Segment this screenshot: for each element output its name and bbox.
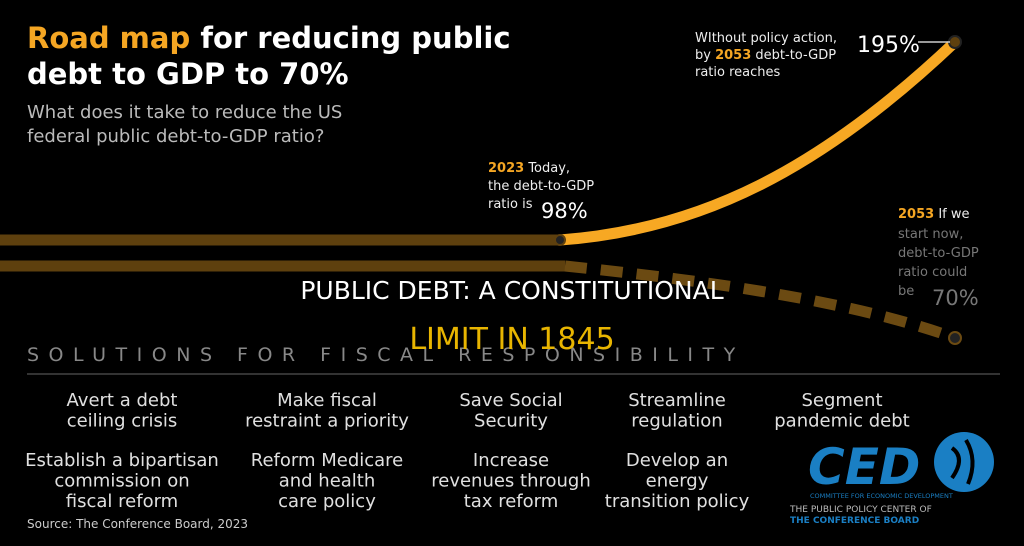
solution-text: Reform Medicare — [251, 450, 404, 471]
solution-text: Save Social — [459, 390, 562, 411]
overlay-title: LIMIT IN 1845 — [409, 322, 614, 357]
title-highlight: Road map — [27, 21, 190, 55]
solution-text: restraint a priority — [245, 411, 409, 432]
target-curve — [564, 260, 957, 344]
solution-text: regulation — [631, 411, 722, 432]
solution-text: Increase — [473, 450, 549, 471]
logo-emblem — [934, 432, 994, 492]
annotation-text: Today, — [527, 161, 570, 176]
solution-text: revenues through — [431, 471, 591, 492]
solution-text: ceiling crisis — [67, 411, 178, 432]
point — [554, 234, 566, 246]
trend-curve — [559, 38, 959, 246]
solution-text: transition policy — [605, 491, 750, 512]
annotation: 2053 If we — [898, 207, 970, 222]
annotation-text: start now, — [898, 227, 963, 242]
solution-text: fiscal reform — [66, 491, 178, 512]
solution-text: Security — [474, 411, 548, 432]
section-title: SOLUTIONS FOR FISCAL RESPONSIBILITY — [27, 344, 745, 366]
annotation-value: 70% — [932, 286, 979, 310]
logo-text: THE CONFERENCE BOARD — [790, 516, 919, 526]
year: 2023 — [488, 161, 524, 176]
solution-text: commission on — [54, 471, 189, 492]
annotation-value: 195% — [857, 33, 920, 58]
logo-name: CED — [808, 438, 920, 496]
overlay-title: PUBLIC DEBT: A CONSTITUTIONAL — [300, 276, 723, 305]
solution-text: pandemic debt — [774, 411, 910, 432]
solution-text: care policy — [278, 491, 376, 512]
annotation-text: debt-to-GDP — [898, 246, 979, 261]
source: Source: The Conference Board, 2023 — [27, 517, 248, 531]
subtitle: What does it take to reduce the US — [27, 102, 342, 123]
annotation-text: If we — [938, 207, 969, 222]
annotation-text: ratio reaches — [695, 65, 781, 80]
annotation-text: ratio is — [488, 197, 533, 212]
annotation-text: by — [695, 48, 711, 63]
annotation-value: 98% — [541, 199, 588, 223]
point — [948, 331, 962, 345]
solution-text: and health — [279, 471, 376, 492]
solution-text: Segment — [802, 390, 883, 411]
solution-text: Make fiscal — [277, 390, 377, 411]
solution-text: tax reform — [464, 491, 559, 512]
solution-text: Establish a bipartisan — [25, 450, 219, 471]
point — [948, 35, 962, 49]
solution-text: Avert a debt — [67, 390, 178, 411]
title-rest: for reducing public — [200, 21, 510, 55]
title-line: debt to GDP to 70% — [27, 57, 349, 91]
annotation: by 2053 debt-to-GDP — [695, 48, 836, 63]
annotation-text: the debt-to-GDP — [488, 179, 594, 194]
year: 2053 — [898, 207, 934, 222]
annotation-text: WIthout policy action, — [695, 31, 837, 46]
logo-emblem — [950, 438, 975, 485]
annotation-text: be — [898, 284, 914, 299]
annotation: 2023 Today, — [488, 161, 570, 176]
year: 2053 — [715, 48, 751, 63]
annotation-text: debt-to-GDP — [755, 48, 836, 63]
logo-text: THE PUBLIC POLICY CENTER OF — [789, 505, 932, 515]
subtitle: federal public debt-to-GDP ratio? — [27, 126, 324, 147]
annotation-text: ratio could — [898, 265, 967, 280]
solution-text: Develop an — [626, 450, 728, 471]
logo-text: COMMITTEE FOR ECONOMIC DEVELOPMENT — [810, 492, 953, 500]
solution-text: Streamline — [628, 390, 726, 411]
title: Road map for reducing public — [27, 21, 511, 55]
solution-text: energy — [646, 471, 709, 492]
